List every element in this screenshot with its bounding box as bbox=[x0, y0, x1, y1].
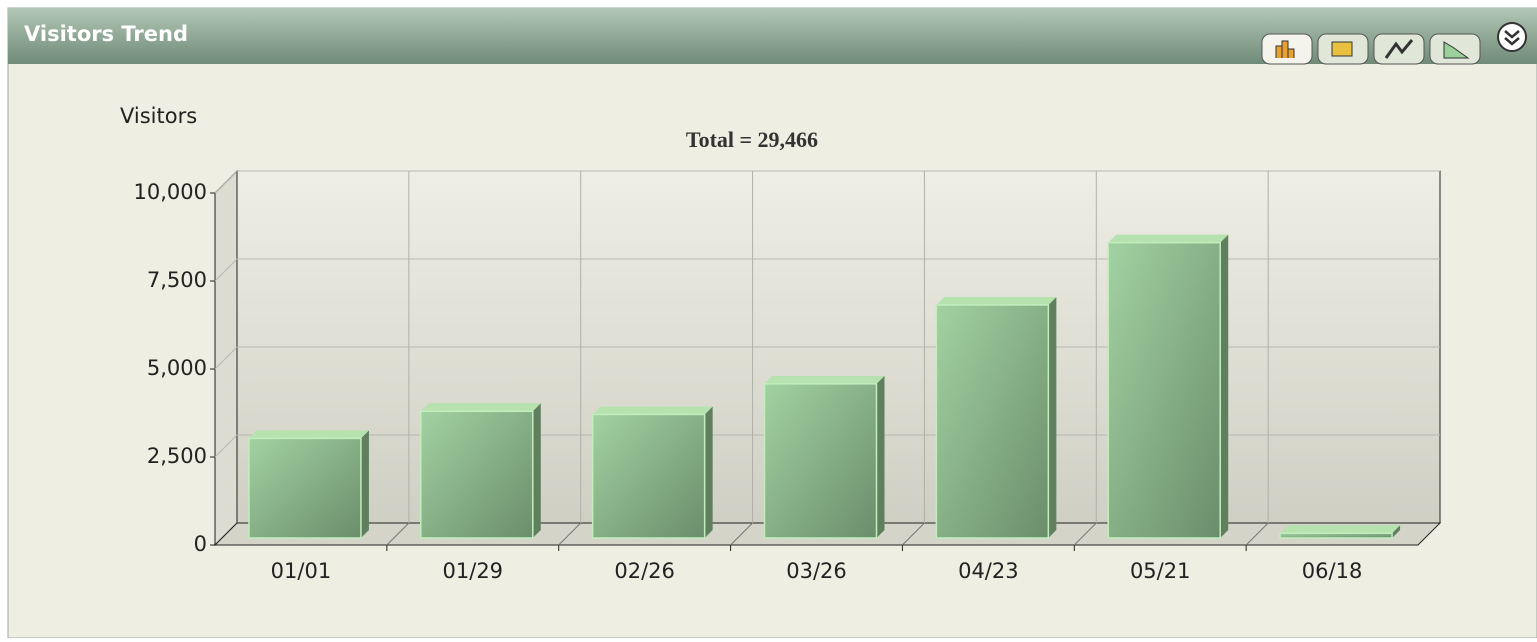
category-divider bbox=[902, 522, 925, 546]
x-tick-label: 03/26 bbox=[786, 559, 847, 583]
bar-top bbox=[764, 375, 885, 384]
icon-line bbox=[1384, 39, 1414, 59]
icon-table bbox=[1331, 41, 1353, 57]
category-divider bbox=[730, 522, 753, 546]
grid-line bbox=[214, 258, 238, 282]
x-tick-label: 01/01 bbox=[271, 559, 332, 583]
y-tick-label: 5,000 bbox=[147, 356, 207, 380]
category-divider bbox=[558, 522, 582, 546]
bar-side bbox=[1392, 525, 1401, 538]
y-axis-label: Visitors bbox=[120, 104, 197, 128]
icon-bar bbox=[1275, 40, 1295, 58]
y-tick-label: 7,500 bbox=[147, 268, 207, 292]
bar bbox=[248, 437, 362, 539]
bar-top bbox=[420, 403, 541, 412]
category-divider bbox=[1245, 522, 1269, 546]
bar bbox=[1107, 241, 1221, 539]
bar bbox=[935, 304, 1050, 539]
x-tick-label: 01/29 bbox=[443, 559, 504, 583]
bar-side bbox=[1048, 296, 1057, 538]
x-tick-label: 04/23 bbox=[958, 559, 1019, 583]
x-tick-label: 05/21 bbox=[1130, 559, 1191, 583]
category-divider bbox=[1073, 522, 1097, 546]
grid-line bbox=[214, 434, 238, 458]
bar-side bbox=[360, 430, 369, 538]
x-tick-label: 06/18 bbox=[1302, 559, 1363, 583]
bar bbox=[591, 413, 706, 539]
bar-top bbox=[248, 430, 369, 439]
chart-subtitle: Total = 29,466 bbox=[686, 127, 818, 152]
icon-area bbox=[1443, 41, 1470, 59]
y-tick-label: 2,500 bbox=[147, 444, 207, 468]
bar-side bbox=[532, 403, 541, 538]
y-tick-label: 10,000 bbox=[134, 180, 207, 204]
collapse-icon bbox=[1504, 30, 1520, 46]
grid-line bbox=[214, 346, 238, 370]
x-tick-label: 02/26 bbox=[614, 559, 675, 583]
bar-side bbox=[704, 406, 713, 538]
bar bbox=[1279, 532, 1393, 539]
view-tabs[interactable] bbox=[1261, 33, 1481, 65]
bar-side bbox=[1220, 234, 1229, 538]
bar bbox=[763, 383, 878, 539]
bar-top bbox=[1280, 525, 1401, 534]
bar-top bbox=[936, 296, 1057, 305]
bar-side bbox=[876, 375, 885, 538]
grid-line bbox=[214, 170, 238, 194]
panel-title: Visitors Trend bbox=[24, 22, 188, 46]
bar bbox=[420, 410, 534, 539]
y-tick-label: 0 bbox=[194, 532, 207, 556]
bar-top bbox=[592, 406, 713, 415]
bar-top bbox=[1108, 234, 1229, 243]
category-divider bbox=[386, 522, 410, 546]
